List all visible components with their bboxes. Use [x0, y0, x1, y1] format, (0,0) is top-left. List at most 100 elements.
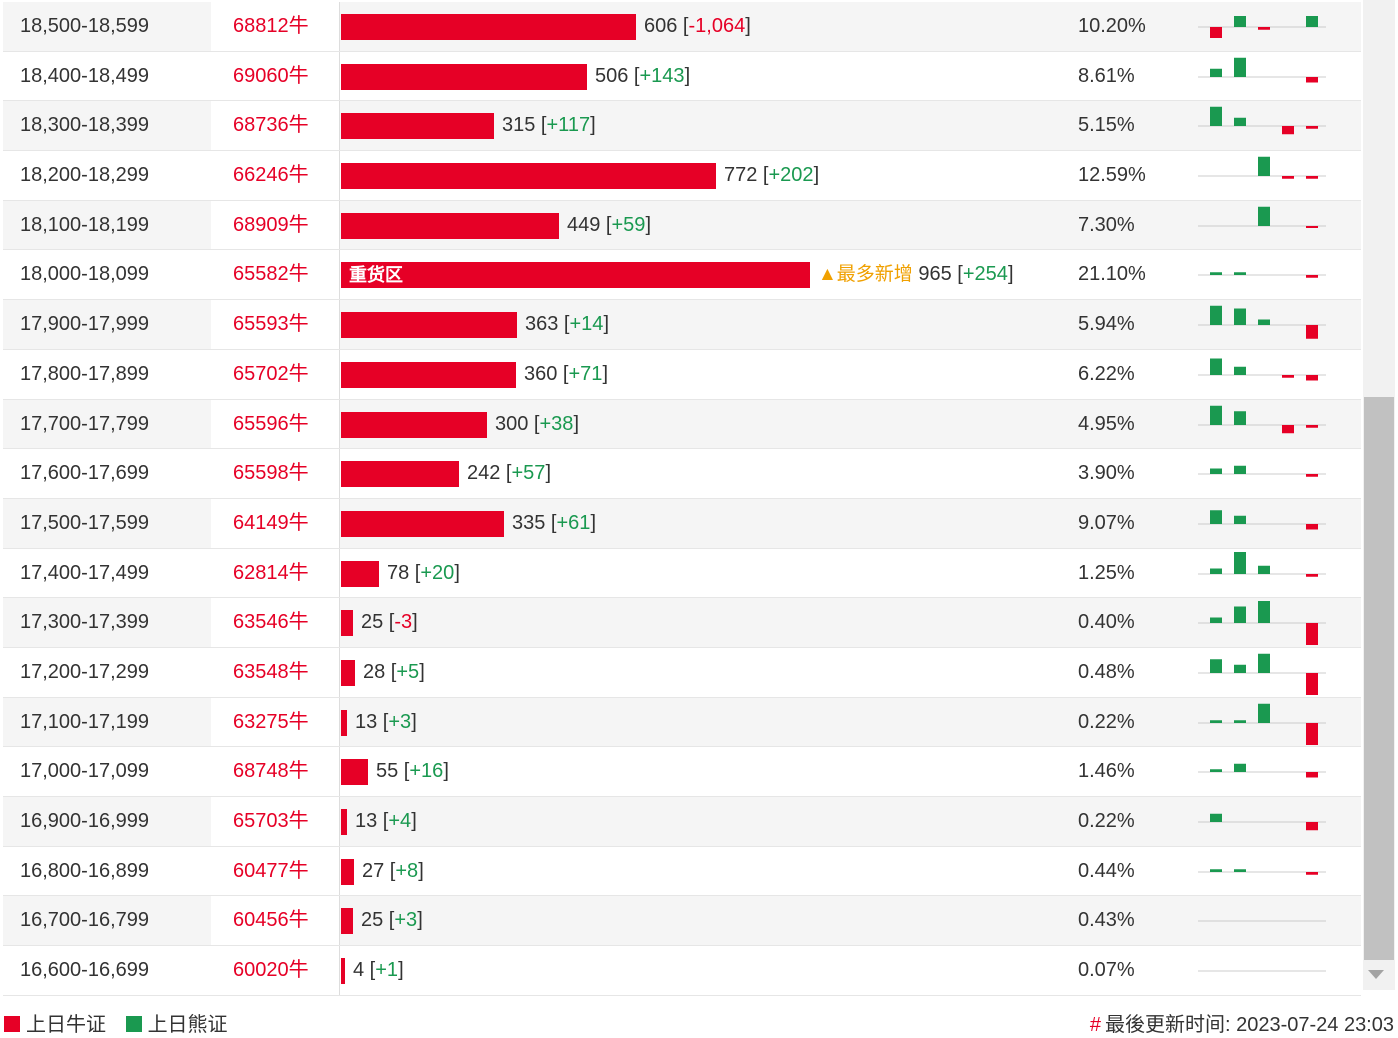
bull-code-link[interactable]: 65593牛	[233, 313, 309, 336]
table-row: 18,400-18,499 69060牛 506 [+143] 8.61%	[3, 51, 1361, 102]
volume-change: -3	[394, 611, 413, 634]
scroll-down-arrow-icon[interactable]	[1368, 970, 1384, 979]
volume-number: 4	[353, 959, 365, 982]
bar-cell: 27 [+8]	[339, 846, 424, 896]
share-percent: 10.20%	[1078, 15, 1146, 37]
sparkline-bar	[1234, 366, 1246, 375]
volume-change: +61	[556, 511, 591, 534]
bull-code-link[interactable]: 65702牛	[233, 362, 309, 385]
volume-number: 449	[567, 213, 601, 236]
table-row: 18,000-18,099 65582牛 重货区 ▲最多新增 965 [+254] 21…	[3, 250, 1361, 301]
bull-code-link[interactable]: 68736牛	[233, 114, 309, 137]
share-percent: 5.15%	[1078, 114, 1135, 137]
sparkline-bar	[1210, 659, 1222, 673]
sparkline-bar	[1306, 722, 1318, 745]
bar-cell: 315 [+117]	[339, 101, 596, 151]
bull-code-link[interactable]: 63546牛	[233, 611, 309, 634]
volume-value: 363 [+14]	[525, 313, 609, 336]
bull-code-link[interactable]: 60477牛	[233, 859, 309, 882]
volume-change: -1,064	[688, 15, 746, 37]
bull-code-link[interactable]: 65596牛	[233, 412, 309, 435]
volume-number: 55	[376, 760, 399, 783]
code-cell-bg	[211, 2, 339, 51]
volume-change: +254	[962, 263, 1008, 286]
sparkline-bar	[1234, 118, 1246, 127]
code-cell-bg	[211, 399, 339, 449]
sparkline-bar	[1282, 424, 1294, 433]
sparkline-bar	[1210, 617, 1222, 624]
share-percent: 7.30%	[1078, 213, 1135, 236]
sparkline-bar	[1234, 664, 1246, 673]
legend-bear-swatch	[125, 1016, 142, 1032]
sparkline-bar	[1210, 107, 1222, 127]
table-row: 17,600-17,699 65598牛 242 [+57] 3.90%	[3, 449, 1361, 499]
volume-value: 335 [+61]	[512, 511, 596, 534]
table-row: 17,500-17,599 64149牛 335 [+61] 9.07%	[3, 498, 1361, 549]
bar-cell: 28 [+5]	[339, 647, 425, 697]
bar-cell: 242 [+57]	[339, 449, 551, 498]
bar-cell: 25 [+3]	[339, 896, 423, 946]
sparkline-bar	[1210, 27, 1222, 38]
sparkline-bar	[1234, 308, 1246, 326]
table-row: 18,100-18,199 68909牛 449 [+59] 7.30%	[3, 200, 1361, 251]
table-row: 17,300-17,399 63546牛 25 [-3] 0.40%	[3, 598, 1361, 648]
bull-code-link[interactable]: 65703牛	[233, 810, 309, 832]
price-range: 17,000-17,099	[20, 760, 150, 783]
sparkline-bar	[1210, 68, 1222, 77]
volume-bar	[341, 14, 636, 40]
price-range: 18,200-18,299	[20, 164, 150, 187]
sparkline-bar	[1234, 606, 1246, 624]
bar-cell: 13 [+3]	[339, 697, 417, 747]
share-percent: 12.59%	[1078, 164, 1146, 187]
sparkline-bar	[1210, 868, 1222, 872]
bull-code-link[interactable]: 68812牛	[233, 15, 309, 37]
table-row: 17,700-17,799 65596牛 300 [+38] 4.95%	[3, 399, 1361, 450]
code-cell-bg	[211, 498, 339, 548]
bull-code-link[interactable]: 65598牛	[233, 462, 309, 485]
bar-cell: 55 [+16]	[339, 747, 449, 796]
bull-code-link[interactable]: 66246牛	[233, 164, 309, 187]
volume-value: 13 [+3]	[355, 710, 417, 733]
bull-code-link[interactable]: 60456牛	[233, 909, 309, 932]
volume-number: 772	[724, 164, 758, 187]
bull-code-link[interactable]: 63548牛	[233, 660, 309, 683]
sparkline-bar	[1282, 374, 1294, 378]
code-cell-bg	[211, 797, 339, 846]
sparkline-bar	[1306, 374, 1318, 381]
bull-code-link[interactable]: 69060牛	[233, 64, 309, 87]
sparkline-bar	[1306, 822, 1318, 831]
bull-code-link[interactable]: 68748牛	[233, 760, 309, 783]
sparkline-bar	[1234, 465, 1246, 475]
bull-code-link[interactable]: 64149牛	[233, 511, 309, 534]
bull-code-link[interactable]: 63275牛	[233, 710, 309, 733]
volume-bar	[341, 461, 459, 488]
hash-icon: #	[1089, 1014, 1101, 1036]
bull-code-link[interactable]: 62814牛	[233, 561, 309, 584]
volume-bar	[341, 759, 368, 786]
volume-number: 78	[387, 561, 410, 584]
bull-code-link[interactable]: 60020牛	[233, 959, 309, 982]
bar-cell: 78 [+20]	[339, 548, 460, 598]
sparkline-bar	[1306, 275, 1318, 279]
sparkline-bar	[1210, 510, 1222, 524]
price-range: 18,300-18,399	[20, 114, 150, 137]
legend-bull: 上日牛证	[4, 1014, 106, 1036]
last-update: # 最後更新时间: 2023-07-24 23:03	[1090, 1008, 1394, 1037]
sparkline-bar	[1306, 126, 1318, 130]
sparkline-bar	[1258, 703, 1270, 723]
sparkline-bar	[1306, 225, 1318, 228]
bull-code-link[interactable]: 68909牛	[233, 213, 309, 236]
sparkline-chart	[1198, 813, 1326, 831]
volume-change: +16	[409, 760, 444, 783]
volume-value: 25 [-3]	[361, 611, 418, 634]
table-row: 16,700-16,799 60456牛 25 [+3] 0.43%	[3, 896, 1361, 947]
bull-code-link[interactable]: 65582牛	[233, 263, 309, 286]
price-range: 18,400-18,499	[20, 64, 150, 87]
code-cell-bg	[211, 896, 339, 946]
sparkline-bar	[1258, 565, 1270, 574]
share-percent: 21.10%	[1078, 263, 1146, 286]
sparkline-bar	[1210, 769, 1222, 773]
table-row: 17,800-17,899 65702牛 360 [+71] 6.22%	[3, 349, 1361, 400]
volume-bar	[341, 411, 487, 438]
scrollbar-thumb[interactable]	[1364, 397, 1394, 960]
